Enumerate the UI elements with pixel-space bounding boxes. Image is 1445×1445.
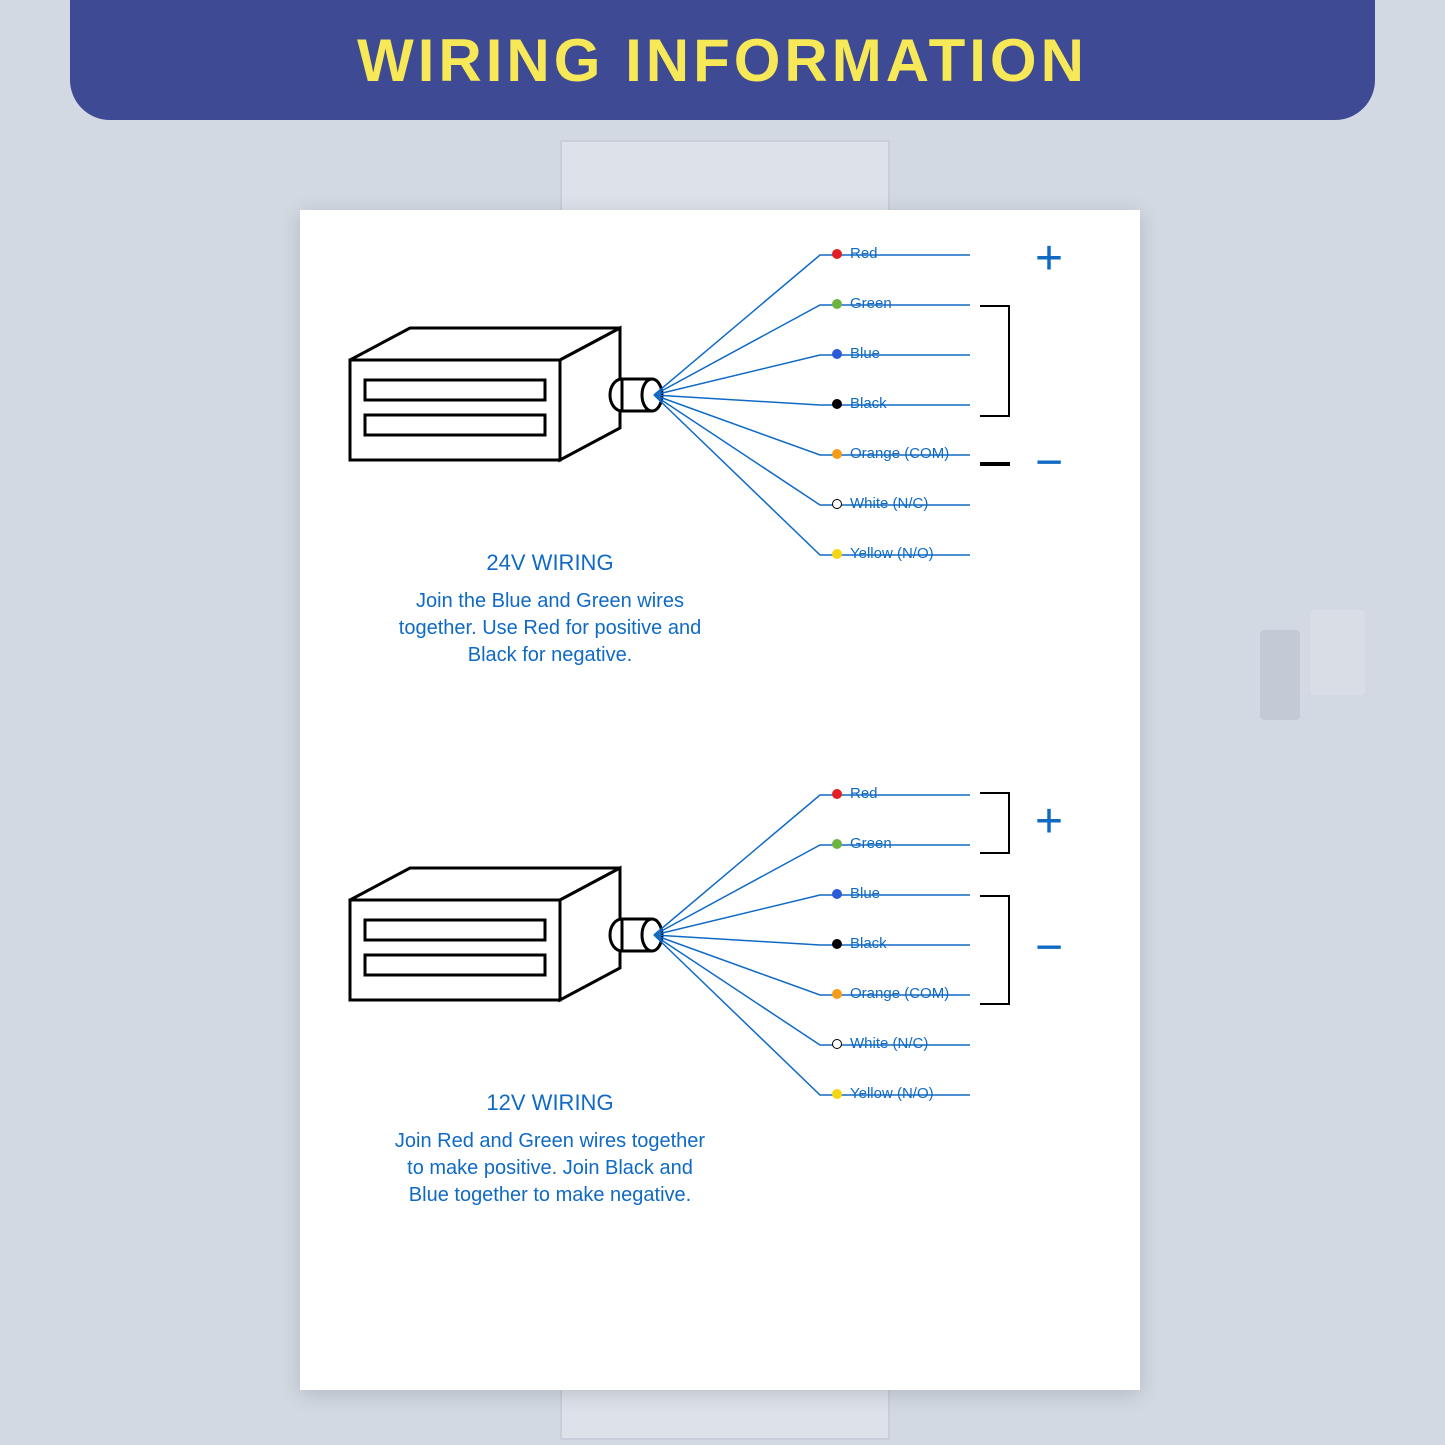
lock-device-icon: [340, 320, 670, 520]
wire-dot: [832, 839, 842, 849]
diagram-instruction-24v: Join the Blue and Green wires together. …: [390, 588, 710, 669]
wire-label: Red: [850, 245, 878, 262]
wire-dot: [832, 939, 842, 949]
wire-dot: [832, 789, 842, 799]
diagram-title-24v: 24V WIRING: [410, 550, 690, 576]
background-wall-panel-2: [1310, 610, 1365, 695]
wire-dot: [832, 249, 842, 259]
plus-symbol: +: [1035, 794, 1063, 849]
diagram-instruction-12v: Join Red and Green wires together to mak…: [390, 1128, 710, 1209]
wire-dot: [832, 449, 842, 459]
page-title: WIRING INFORMATION: [357, 26, 1088, 95]
wire-dot: [832, 549, 842, 559]
wire-label: Blue: [850, 345, 880, 362]
lock-device-icon: [340, 860, 670, 1060]
bracket-black: [980, 462, 1010, 466]
wire-dot: [832, 499, 842, 509]
wire-label: White (N/C): [850, 495, 928, 512]
diagram-title-12v: 12V WIRING: [410, 1090, 690, 1116]
wire-label: Black: [850, 395, 887, 412]
wire-label: Black: [850, 935, 887, 952]
diagram-24v: + − 24V WIRING Join the Blue and Green w…: [340, 240, 1100, 780]
minus-symbol: −: [1035, 435, 1063, 490]
wire-label: Green: [850, 295, 892, 312]
wire-label: Blue: [850, 885, 880, 902]
wire-dot: [832, 1089, 842, 1099]
background-wall-panel: [1260, 630, 1300, 720]
wire-dot: [832, 1039, 842, 1049]
header-bar: WIRING INFORMATION: [70, 0, 1375, 120]
wire-dot: [832, 299, 842, 309]
wire-label: Orange (COM): [850, 445, 949, 462]
wire-label: White (N/C): [850, 1035, 928, 1052]
wire-label: Yellow (N/O): [850, 545, 934, 562]
wire-dot: [832, 349, 842, 359]
wire-label: Red: [850, 785, 878, 802]
diagram-12v: + − 12V WIRING Join Red and Green wires …: [340, 780, 1100, 1380]
wiring-card: + − 24V WIRING Join the Blue and Green w…: [300, 210, 1140, 1390]
wire-dot: [832, 399, 842, 409]
wire-dot: [832, 889, 842, 899]
plus-symbol: +: [1035, 231, 1063, 286]
minus-symbol: −: [1035, 920, 1063, 975]
wire-label: Orange (COM): [850, 985, 949, 1002]
bracket-blue-black: [980, 895, 1010, 1005]
bracket-red-green: [980, 792, 1010, 854]
wire-label: Green: [850, 835, 892, 852]
wire-label: Yellow (N/O): [850, 1085, 934, 1102]
wire-dot: [832, 989, 842, 999]
bracket-green-blue: [980, 305, 1010, 417]
